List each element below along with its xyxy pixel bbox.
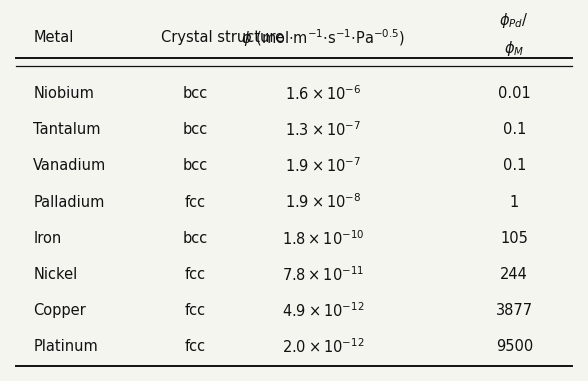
Text: fcc: fcc: [185, 303, 206, 318]
Text: $\phi_{M}$: $\phi_{M}$: [504, 39, 524, 58]
Text: $\phi$ (mol$\cdot$m$^{-1}$$\cdot$s$^{-1}$$\cdot$Pa$^{-0.5}$): $\phi$ (mol$\cdot$m$^{-1}$$\cdot$s$^{-1}…: [241, 27, 405, 48]
Text: Metal: Metal: [33, 30, 74, 45]
Text: $\phi_{Pd}$$/\!\!$: $\phi_{Pd}$$/\!\!$: [499, 11, 529, 30]
Text: bcc: bcc: [183, 158, 208, 173]
Text: Platinum: Platinum: [33, 339, 98, 354]
Text: bcc: bcc: [183, 86, 208, 101]
Text: $7.8 \times 10^{-11}$: $7.8 \times 10^{-11}$: [282, 265, 364, 284]
Text: 1: 1: [510, 195, 519, 210]
Text: Crystal structure: Crystal structure: [161, 30, 284, 45]
Text: Niobium: Niobium: [33, 86, 94, 101]
Text: 0.1: 0.1: [503, 122, 526, 137]
Text: Vanadium: Vanadium: [33, 158, 106, 173]
Text: $1.3 \times 10^{-7}$: $1.3 \times 10^{-7}$: [285, 120, 361, 139]
Text: $2.0 \times 10^{-12}$: $2.0 \times 10^{-12}$: [282, 337, 364, 356]
Text: bcc: bcc: [183, 122, 208, 137]
Text: 0.01: 0.01: [498, 86, 530, 101]
Text: $1.9 \times 10^{-7}$: $1.9 \times 10^{-7}$: [285, 157, 361, 175]
Text: Tantalum: Tantalum: [33, 122, 101, 137]
Text: 0.1: 0.1: [503, 158, 526, 173]
Text: fcc: fcc: [185, 195, 206, 210]
Text: 9500: 9500: [496, 339, 533, 354]
Text: $1.8 \times 10^{-10}$: $1.8 \times 10^{-10}$: [282, 229, 364, 248]
Text: 105: 105: [500, 231, 528, 246]
Text: Iron: Iron: [33, 231, 61, 246]
Text: fcc: fcc: [185, 339, 206, 354]
Text: Palladium: Palladium: [33, 195, 105, 210]
Text: $4.9 \times 10^{-12}$: $4.9 \times 10^{-12}$: [282, 301, 364, 320]
Text: bcc: bcc: [183, 231, 208, 246]
Text: $1.9 \times 10^{-8}$: $1.9 \times 10^{-8}$: [285, 193, 361, 211]
Text: fcc: fcc: [185, 267, 206, 282]
Text: 3877: 3877: [496, 303, 533, 318]
Text: 244: 244: [500, 267, 528, 282]
Text: Copper: Copper: [33, 303, 86, 318]
Text: Nickel: Nickel: [33, 267, 78, 282]
Text: $1.6 \times 10^{-6}$: $1.6 \times 10^{-6}$: [285, 84, 361, 103]
